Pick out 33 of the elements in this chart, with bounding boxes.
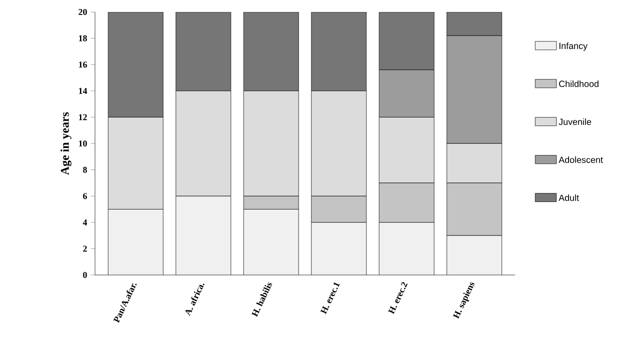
bar bbox=[244, 209, 299, 275]
bar bbox=[108, 209, 164, 275]
bar bbox=[311, 12, 367, 92]
legend-label: Infancy bbox=[559, 42, 588, 51]
y-tick-label: 14 bbox=[78, 88, 88, 94]
bar bbox=[446, 12, 502, 36]
bar bbox=[108, 12, 164, 118]
bar bbox=[379, 222, 434, 275]
bar bbox=[243, 12, 299, 92]
legend-label: Juvenile bbox=[558, 118, 592, 126]
bar bbox=[378, 12, 434, 70]
x-tick-label: A. africa. bbox=[185, 284, 204, 316]
x-tick-label: H. erec.1 bbox=[320, 282, 340, 314]
legend-label: Adolescent bbox=[558, 156, 603, 163]
x-tick-label: H. erec.2 bbox=[388, 282, 408, 314]
bar bbox=[176, 12, 232, 92]
y-tick-label: 8 bbox=[83, 166, 87, 173]
y-tick-label: 6 bbox=[83, 193, 87, 200]
bar bbox=[176, 196, 231, 275]
y-tick-label: 20 bbox=[78, 8, 87, 16]
y-tick-label: 0 bbox=[83, 272, 87, 278]
y-tick-label: 18 bbox=[78, 35, 87, 42]
x-tick-label: H. sapiens bbox=[452, 282, 474, 319]
legend-label: Childhood bbox=[559, 80, 598, 88]
y-tick-label: 4 bbox=[82, 219, 88, 226]
bar bbox=[311, 222, 366, 275]
y-tick-label: 10 bbox=[78, 140, 87, 147]
legend-label: Adult bbox=[558, 194, 580, 201]
bar bbox=[446, 235, 502, 275]
y-tick-label: 12 bbox=[78, 114, 87, 120]
y-axis-title: Age in years bbox=[60, 112, 72, 175]
y-tick-label: 16 bbox=[78, 62, 87, 68]
y-tick-label: 2 bbox=[83, 246, 87, 252]
